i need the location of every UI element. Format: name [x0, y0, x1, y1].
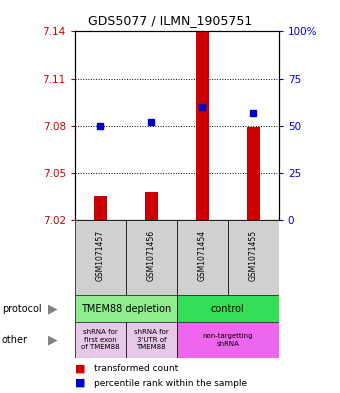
Bar: [177, 322, 279, 358]
Text: percentile rank within the sample: percentile rank within the sample: [94, 378, 246, 387]
Bar: [196, 31, 209, 220]
Text: shRNA for
first exon
of TMEM88: shRNA for first exon of TMEM88: [81, 329, 120, 351]
Bar: [247, 127, 260, 220]
Bar: [126, 220, 177, 295]
Text: GSM1071456: GSM1071456: [147, 230, 156, 281]
Text: ■: ■: [75, 364, 85, 374]
Text: ▶: ▶: [48, 333, 57, 347]
Text: control: control: [211, 303, 245, 314]
Bar: [177, 295, 279, 322]
Text: non-targetting
shRNA: non-targetting shRNA: [203, 333, 253, 347]
Text: GSM1071455: GSM1071455: [249, 230, 258, 281]
Text: transformed count: transformed count: [94, 364, 178, 373]
Text: protocol: protocol: [2, 303, 41, 314]
Bar: [75, 295, 177, 322]
Bar: [228, 220, 279, 295]
Bar: [75, 220, 126, 295]
Text: ■: ■: [75, 378, 85, 388]
Text: other: other: [2, 335, 28, 345]
Text: shRNA for
3'UTR of
TMEM88: shRNA for 3'UTR of TMEM88: [134, 329, 169, 351]
Bar: [177, 220, 228, 295]
Text: GDS5077 / ILMN_1905751: GDS5077 / ILMN_1905751: [88, 14, 252, 27]
Text: GSM1071454: GSM1071454: [198, 230, 207, 281]
Bar: [75, 322, 126, 358]
Bar: [126, 322, 177, 358]
Text: GSM1071457: GSM1071457: [96, 230, 105, 281]
Bar: [145, 192, 158, 220]
Bar: [94, 196, 107, 220]
Text: TMEM88 depletion: TMEM88 depletion: [81, 303, 171, 314]
Text: ▶: ▶: [48, 302, 57, 315]
